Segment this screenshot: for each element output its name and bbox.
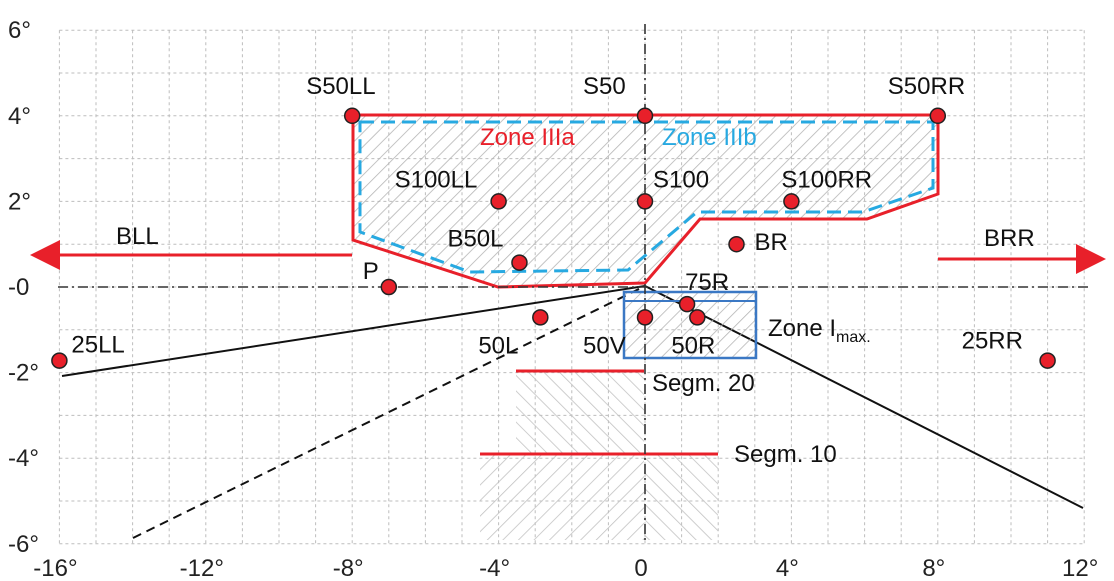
point-p-marker	[380, 278, 398, 296]
point-25rr-marker	[1039, 352, 1056, 369]
x-tick-labels: -16° -12° -8° -4° 0 4° 8° 12°	[33, 555, 1098, 581]
x-tick-label: -4°	[479, 555, 510, 581]
point-p-label: P	[363, 258, 379, 285]
point-b50l-label: B50L	[447, 226, 503, 253]
point-50l-marker	[532, 309, 549, 326]
segment-10-hatch-left	[480, 454, 644, 540]
y-tick-label: -4°	[8, 445, 39, 472]
point-s100rr-label: S100RR	[781, 166, 872, 193]
point-s50-label: S50	[583, 73, 626, 100]
zone-imax-label: Zone Imax.	[768, 315, 871, 346]
point-s50-marker	[636, 107, 654, 125]
cutoff-dashed-line	[132, 285, 646, 539]
point-b50l-marker	[511, 254, 528, 271]
bll-label: BLL	[116, 223, 159, 250]
x-tick-label: 4°	[776, 555, 799, 581]
point-s100ll-marker	[490, 193, 507, 210]
point-br-marker	[728, 235, 745, 253]
point-50r-marker	[689, 309, 706, 326]
x-tick-label: -12°	[180, 555, 224, 581]
y-tick-label: 2°	[8, 188, 31, 215]
point-75r-label: 75R	[685, 269, 729, 296]
point-50r-label: 50R	[671, 332, 715, 359]
brr-label: BRR	[984, 225, 1035, 252]
y-tick-label: 4°	[8, 103, 31, 130]
point-s100-marker	[636, 193, 654, 210]
point-s50ll-marker	[343, 107, 361, 125]
x-tick-label: 0	[634, 555, 647, 581]
segment-20-label: Segm. 20	[652, 370, 755, 397]
point-50v-marker	[636, 309, 654, 326]
y-tick-label: 6°	[8, 17, 31, 44]
x-tick-label: 12°	[1062, 555, 1098, 581]
zone-iiib-label: Zone IIIb	[662, 124, 757, 151]
point-br-label: BR	[755, 229, 788, 256]
x-tick-label: -8°	[333, 555, 364, 581]
y-tick-label: -6°	[8, 531, 39, 558]
point-s50rr-label: S50RR	[888, 73, 965, 100]
y-tick-label: -2°	[8, 360, 39, 387]
zone-iiia-label: Zone IIIa	[480, 124, 575, 151]
measurement-points: S50LL S50 S50RR S100LL S100 S100RR B50L BR P 75R 5…	[51, 73, 1056, 369]
y-tick-labels: 6° 4° 2° -0 -2° -4° -6°	[8, 17, 39, 558]
segment-hatch-areas	[480, 371, 718, 540]
point-s50rr-marker	[929, 107, 947, 125]
y-tick-label: -0	[8, 274, 29, 301]
segment-10-label: Segm. 10	[734, 441, 837, 468]
point-25ll-marker	[51, 352, 68, 369]
point-s100-label: S100	[653, 166, 709, 193]
point-s100ll-label: S100LL	[395, 166, 478, 193]
point-50l-label: 50L	[478, 332, 518, 359]
segment-10-hatch-right	[644, 454, 718, 540]
segment-20-hatch	[516, 371, 644, 453]
point-s100rr-marker	[783, 193, 800, 210]
x-tick-label: 8°	[922, 555, 945, 581]
point-75r-marker	[678, 295, 696, 313]
zone-iiib-polygon	[358, 120, 935, 274]
x-tick-label: -16°	[33, 555, 77, 581]
point-25ll-label: 25LL	[71, 332, 124, 359]
cutoff-left-line	[61, 285, 646, 377]
point-25rr-label: 25RR	[962, 328, 1023, 355]
point-50v-label: 50V	[583, 332, 626, 359]
point-s50ll-label: S50LL	[306, 73, 375, 100]
